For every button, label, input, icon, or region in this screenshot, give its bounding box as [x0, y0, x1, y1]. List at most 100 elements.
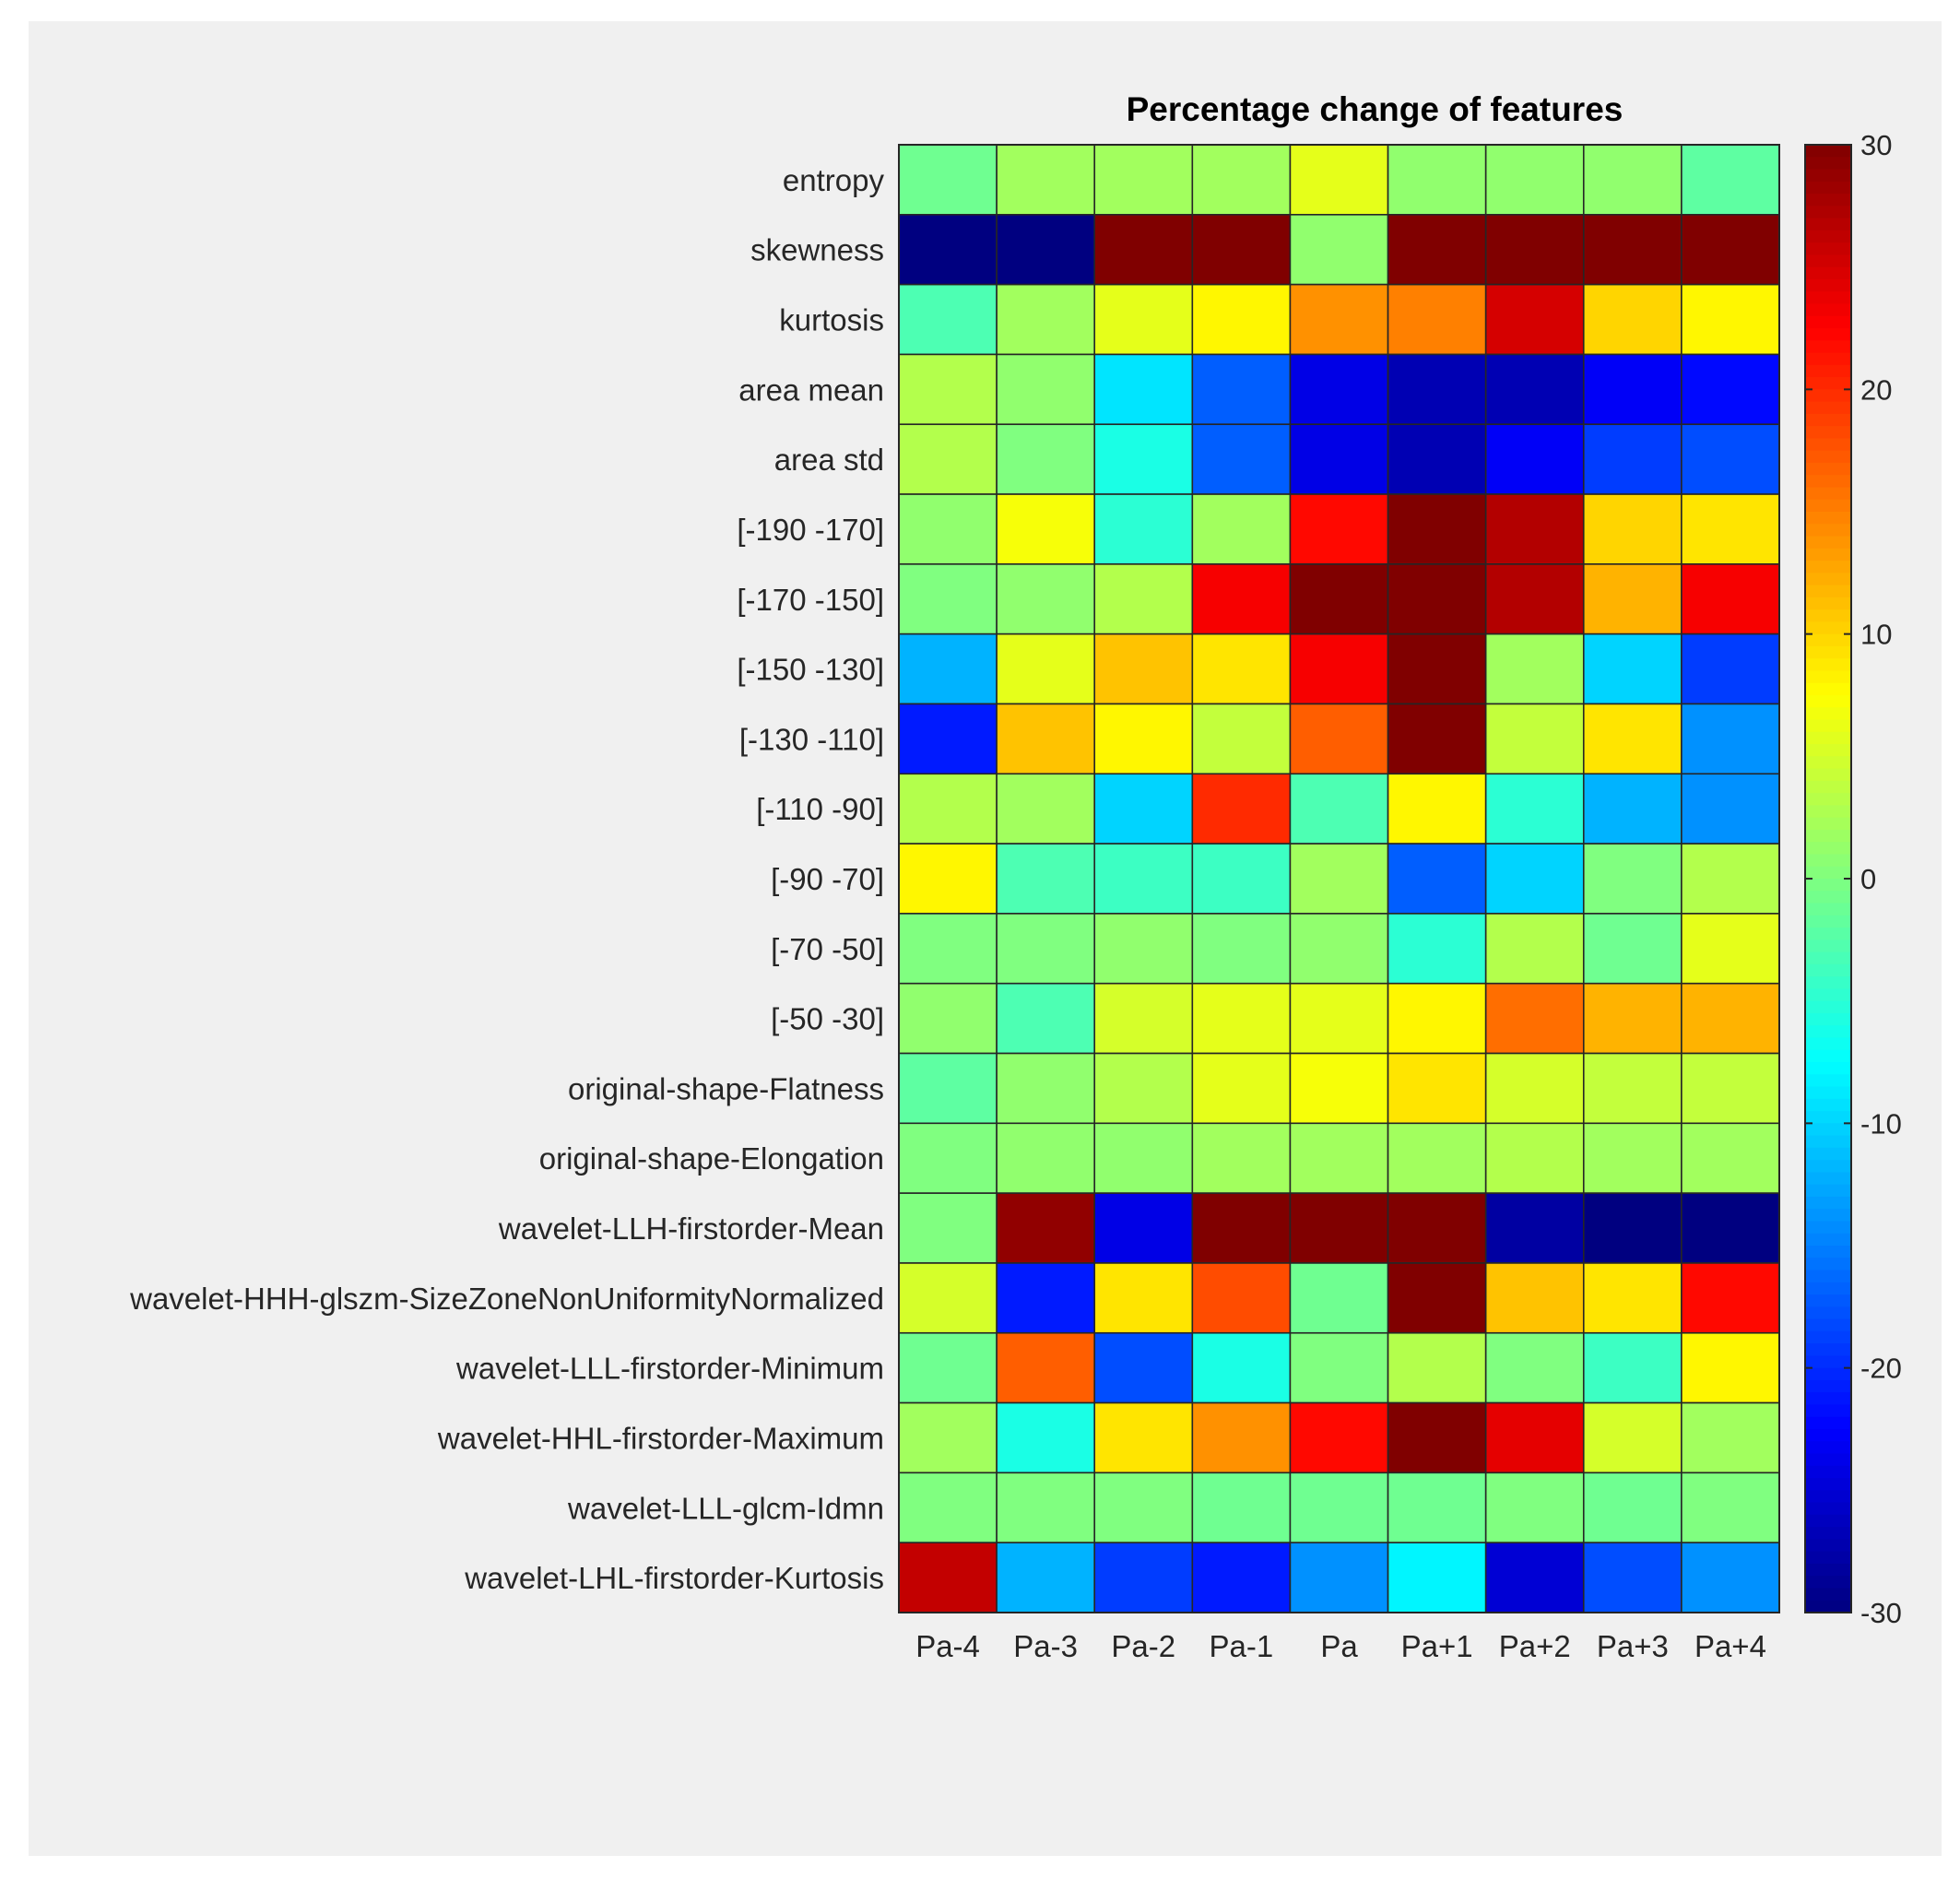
heatmap-cell — [1681, 144, 1780, 216]
colorbar-segment — [1805, 854, 1851, 868]
heatmap-cell — [1582, 493, 1683, 565]
colorbar-segment — [1805, 963, 1851, 977]
colorbar-segment — [1805, 1539, 1851, 1553]
heatmap-cell — [1289, 843, 1389, 915]
heatmap-cell — [996, 563, 1096, 635]
heatmap-cell — [1191, 283, 1292, 356]
colorbar-segment — [1805, 1086, 1851, 1100]
colorbar-segment — [1805, 548, 1851, 561]
colorbar-segment — [1805, 1258, 1851, 1271]
colorbar-segment — [1805, 266, 1851, 280]
heatmap-cell — [898, 423, 998, 495]
heatmap-cell — [1484, 1262, 1585, 1334]
colorbar-segment — [1805, 462, 1851, 476]
colorbar-segment — [1805, 1514, 1851, 1528]
heatmap-cell — [1387, 1262, 1487, 1334]
colorbar-tick-label: 30 — [1860, 129, 1892, 161]
heatmap-cell — [1484, 214, 1585, 286]
heatmap-cell — [1387, 913, 1487, 985]
colorbar-segment — [1805, 1049, 1851, 1063]
colorbar-tick-label: 10 — [1860, 619, 1892, 651]
colorbar-segment — [1805, 1025, 1851, 1039]
heatmap-cell — [1681, 1401, 1780, 1474]
colorbar-segment — [1805, 609, 1851, 622]
heatmap-cell — [1582, 353, 1683, 426]
heatmap-cell — [1582, 632, 1683, 705]
heatmap-cell — [1681, 1471, 1780, 1543]
heatmap-cell — [1289, 632, 1389, 705]
colorbar: 30 20 10 0 -10 -20 -30 — [1804, 129, 1902, 1629]
colorbar-segment — [1805, 1160, 1851, 1173]
colorbar-segment — [1805, 1563, 1851, 1577]
heatmap-cell — [1681, 1052, 1780, 1125]
colorbar-segment — [1805, 291, 1851, 305]
colorbar-segment — [1805, 230, 1851, 243]
heatmap-cell — [898, 353, 998, 426]
heatmap-cell — [1093, 283, 1194, 356]
colorbar-segment — [1805, 940, 1851, 953]
column-label: Pa+2 — [1499, 1629, 1571, 1663]
colorbar-tick-label: -30 — [1860, 1597, 1902, 1629]
colorbar-segment — [1805, 1282, 1851, 1295]
colorbar-segment — [1805, 1355, 1851, 1369]
colorbar-tick-label: 0 — [1860, 863, 1876, 895]
heatmap-cell — [1681, 1331, 1780, 1404]
column-label: Pa-2 — [1111, 1629, 1175, 1663]
column-label: Pa+1 — [1401, 1629, 1473, 1663]
heatmap-cell — [1093, 1052, 1194, 1125]
figure-background: Percentage change of features entropy ske… — [29, 21, 1942, 1856]
heatmap-cell — [898, 144, 998, 216]
heatmap-cell — [1681, 1122, 1780, 1194]
heatmap-cell — [898, 1122, 998, 1194]
colorbar-segment — [1805, 1294, 1851, 1307]
heatmap-cell — [996, 1401, 1096, 1474]
heatmap-cell — [1191, 144, 1292, 216]
heatmap-cell — [1191, 773, 1292, 845]
colorbar-segment — [1805, 793, 1851, 806]
colorbar-segment — [1805, 1135, 1851, 1149]
heatmap-cell — [1191, 843, 1292, 915]
heatmap-cell — [1681, 1192, 1780, 1264]
heatmap-cell — [1289, 1471, 1389, 1543]
heatmap-cell — [996, 493, 1096, 565]
colorbar-segment — [1805, 315, 1851, 329]
heatmap-cell — [1387, 982, 1487, 1055]
heatmap-cell — [1582, 423, 1683, 495]
heatmap-cell — [996, 1331, 1096, 1404]
heatmap-cell — [1387, 773, 1487, 845]
heatmap-cell — [1681, 773, 1780, 845]
heatmap-cell — [1681, 843, 1780, 915]
colorbar-segment — [1805, 413, 1851, 427]
colorbar-segment — [1805, 389, 1851, 403]
row-label: [-90 -70] — [771, 862, 884, 896]
heatmap-cell — [1387, 1471, 1487, 1543]
colorbar-segment — [1805, 1012, 1851, 1026]
heatmap-cell — [996, 1262, 1096, 1334]
heatmap-cell — [1681, 703, 1780, 775]
row-label: wavelet-HHH-glszm-SizeZoneNonUniformityN… — [129, 1282, 884, 1316]
heatmap-cell — [1093, 1192, 1194, 1264]
heatmap-cell — [1289, 144, 1389, 216]
colorbar-segment — [1805, 487, 1851, 501]
heatmap-cell — [996, 353, 1096, 426]
heatmap-cell — [996, 632, 1096, 705]
heatmap-cell — [1387, 563, 1487, 635]
plot-border — [898, 144, 1780, 1613]
heatmap-cell — [1093, 144, 1194, 216]
heatmap-cell — [1582, 1262, 1683, 1334]
heatmap-cell — [1484, 1192, 1585, 1264]
heatmap-cell — [1681, 563, 1780, 635]
heatmap-cells — [898, 144, 1780, 1613]
heatmap-cell — [1387, 1331, 1487, 1404]
heatmap-cell — [898, 1401, 998, 1474]
heatmap-cell — [1289, 703, 1389, 775]
heatmap-cell — [996, 1542, 1096, 1613]
heatmap-cell — [1582, 283, 1683, 356]
heatmap-cell — [1484, 493, 1585, 565]
heatmap-cell — [898, 1262, 998, 1334]
heatmap-cell — [1582, 144, 1683, 216]
column-label: Pa-1 — [1210, 1629, 1274, 1663]
row-label: wavelet-LLL-glcm-Idmn — [567, 1491, 884, 1525]
heatmap-cell — [996, 214, 1096, 286]
colorbar-segment — [1805, 707, 1851, 721]
